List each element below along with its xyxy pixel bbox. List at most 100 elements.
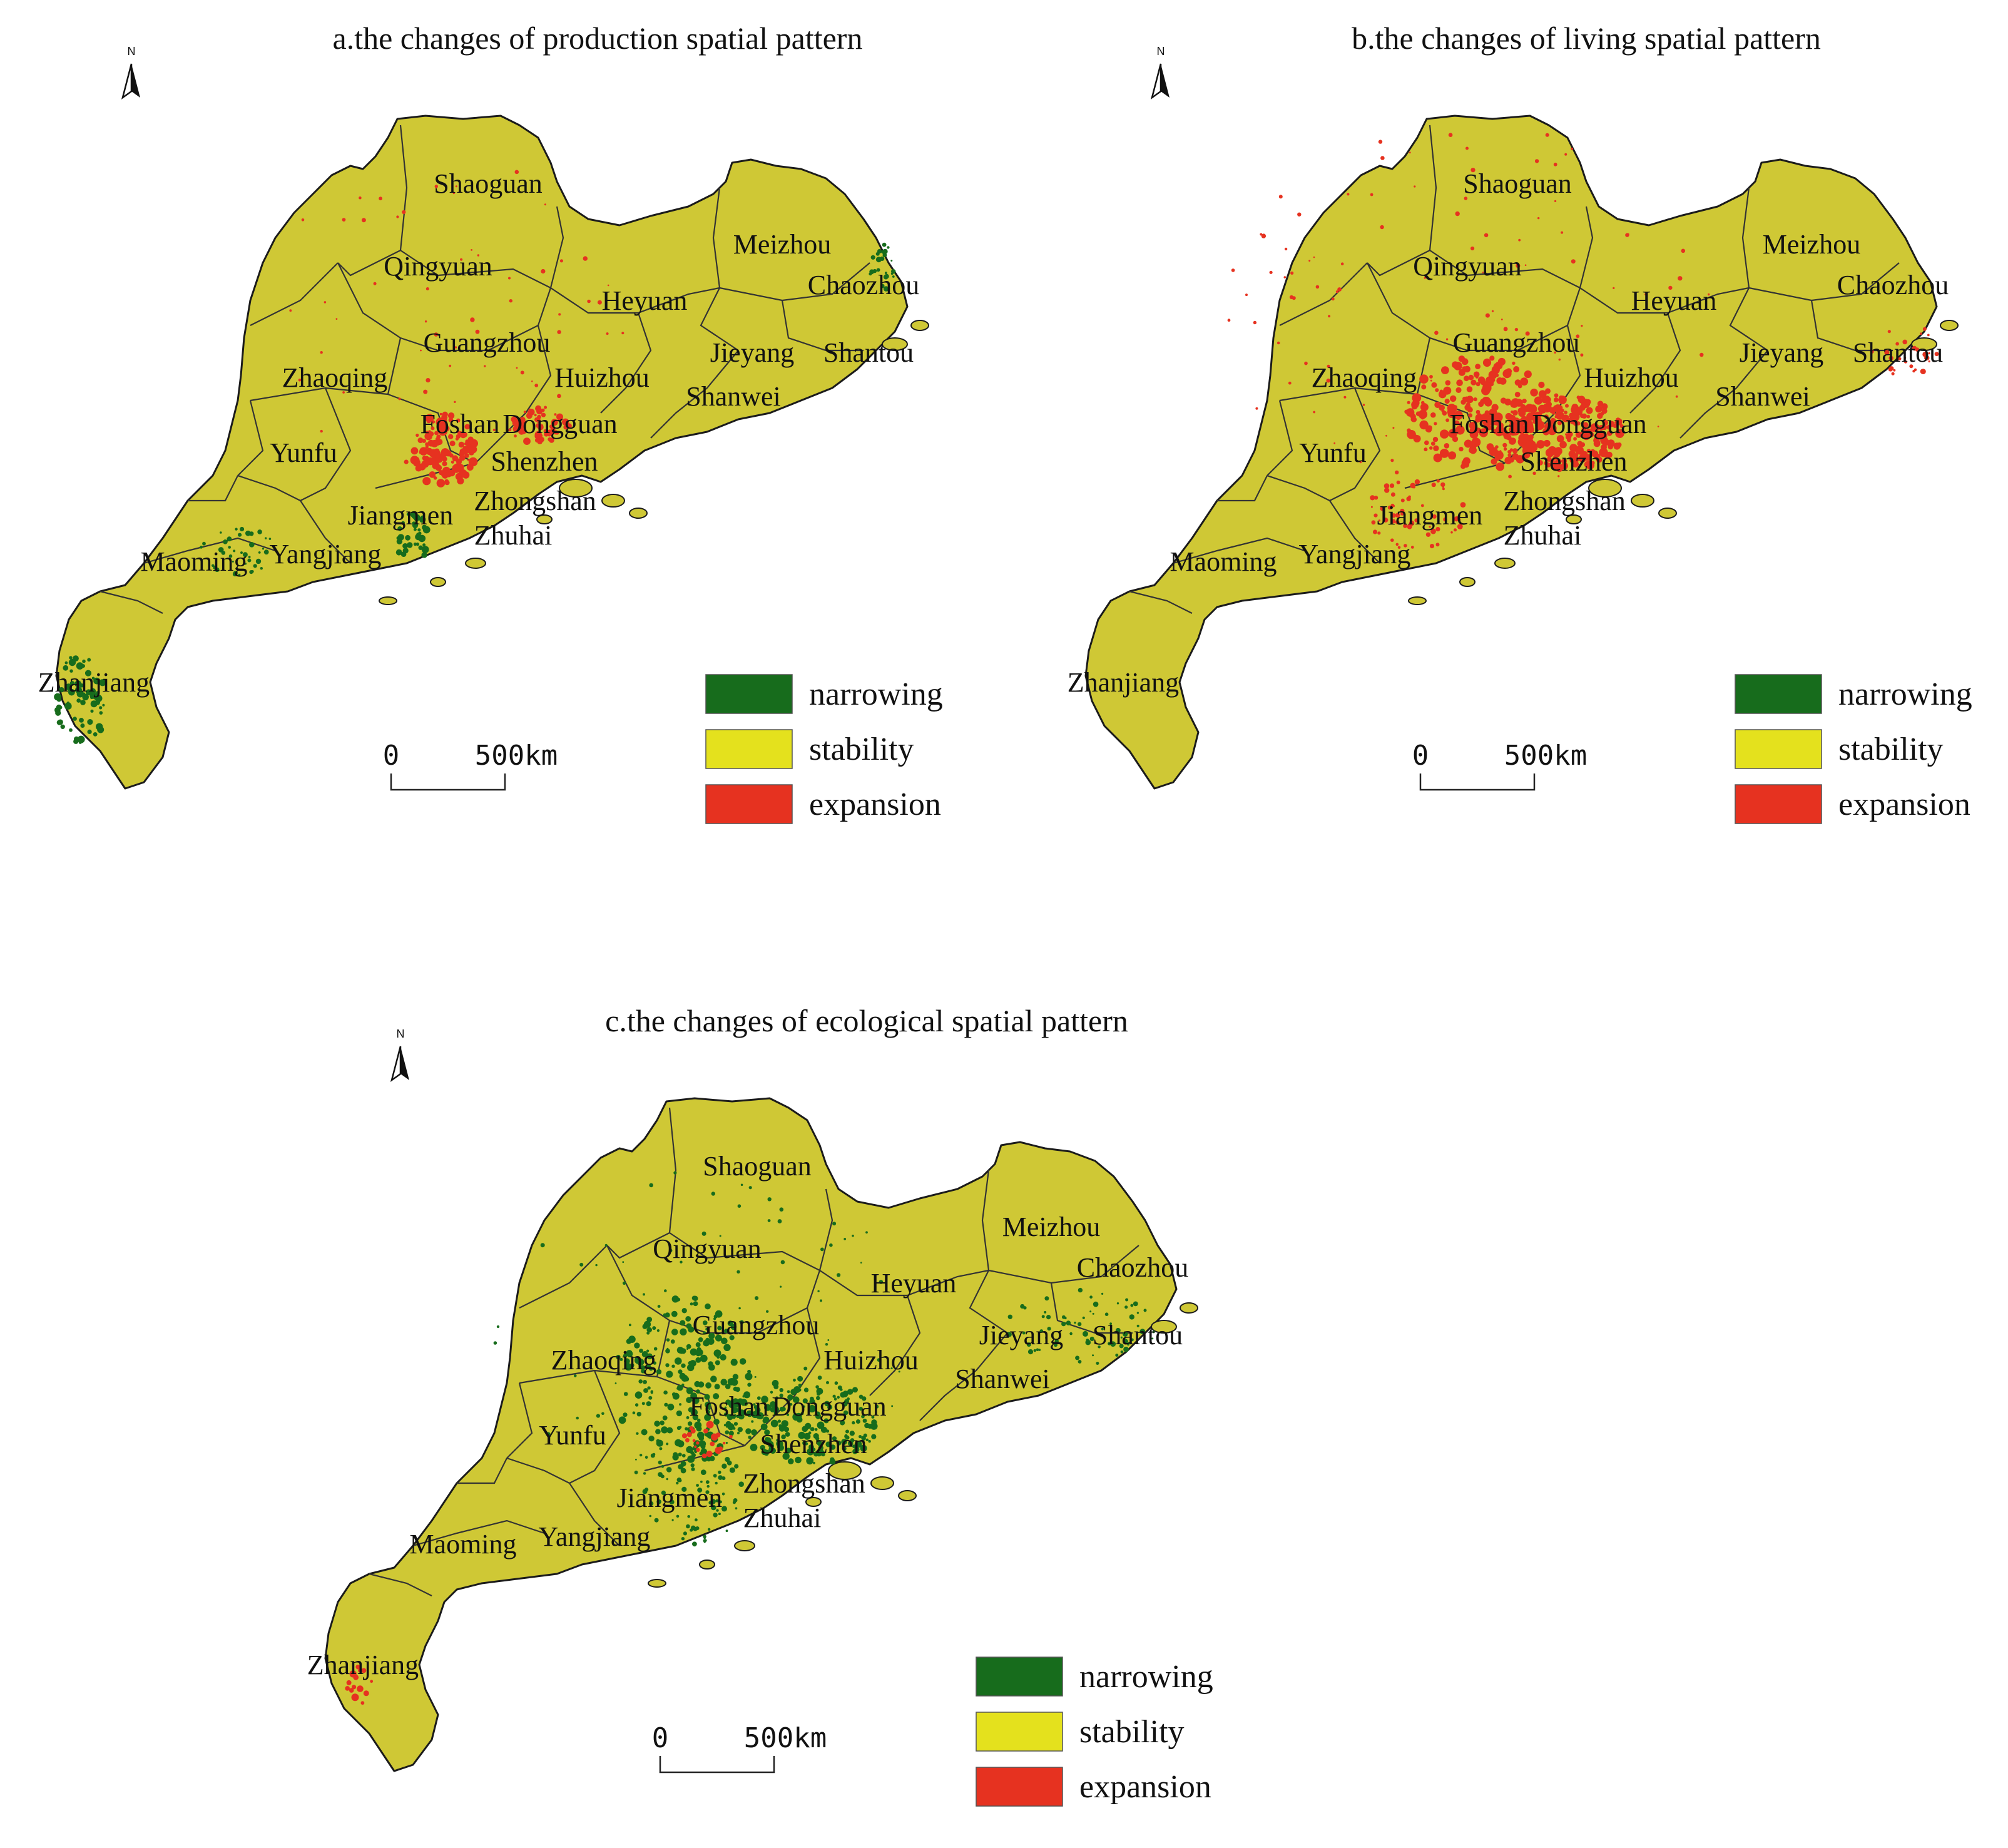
panel-title: a.the changes of production spatial patt… <box>333 21 863 56</box>
city-label-shenzhen: Shenzhen <box>1520 446 1627 477</box>
city-label-huizhou: Huizhou <box>1584 362 1679 393</box>
legend-swatch-narrowing <box>1735 674 1822 714</box>
city-label-shanwei: Shanwei <box>686 381 781 412</box>
legend: narrowing stability expansion <box>976 1657 1213 1807</box>
legend-label-stability: stability <box>1079 1714 1185 1750</box>
scale-bar-line <box>659 1756 775 1774</box>
legend-swatch-expansion <box>976 1767 1063 1807</box>
city-label-yangjiang: Yangjiang <box>539 1521 651 1552</box>
city-label-zhaoqing: Zhaoqing <box>1312 362 1417 393</box>
city-label-shantou: Shantou <box>1093 1320 1183 1350</box>
city-label-yunfu: Yunfu <box>539 1420 606 1451</box>
city-label-dongguan: Dongguan <box>772 1391 886 1422</box>
city-label-dongguan: Dongguan <box>1532 409 1646 439</box>
legend-label-expansion: expansion <box>809 787 941 822</box>
city-label-yunfu: Yunfu <box>270 437 337 468</box>
city-label-zhaoqing: Zhaoqing <box>282 362 388 393</box>
city-label-shantou: Shantou <box>1853 337 1943 368</box>
legend-label-expansion: expansion <box>1079 1769 1211 1805</box>
city-label-shenzhen: Shenzhen <box>491 446 598 477</box>
panel-production: a.the changes of production spatial patt… <box>54 21 930 790</box>
north-label: N <box>128 45 136 58</box>
city-label-shaoguan: Shaoguan <box>1463 168 1572 199</box>
legend-swatch-stability <box>1735 729 1822 769</box>
panel-ecological: c.the changes of ecological spatial patt… <box>324 1003 1199 1772</box>
map-ecological <box>324 1097 1199 1772</box>
legend: narrowing stability expansion <box>1735 674 1972 824</box>
city-label-chaozhou: Chaozhou <box>808 270 919 300</box>
city-label-jiangmen: Jiangmen <box>348 500 454 531</box>
north-arrow-icon: N <box>121 45 141 99</box>
legend-swatch-expansion <box>1735 784 1822 824</box>
scale-bar: 0 500km <box>383 740 558 791</box>
city-label-heyuan: Heyuan <box>871 1268 957 1299</box>
city-label-guangzhou: Guangzhou <box>424 327 551 358</box>
scale-start-label: 0 <box>652 1722 669 1754</box>
scale-end-label: 500km <box>1504 740 1587 772</box>
city-label-jieyang: Jieyang <box>710 337 794 368</box>
city-label-heyuan: Heyuan <box>602 285 688 316</box>
map-living <box>1084 115 1959 790</box>
legend-swatch-stability <box>976 1712 1063 1752</box>
city-label-zhuhai: Zhuhai <box>474 520 553 551</box>
city-label-heyuan: Heyuan <box>1631 285 1717 316</box>
city-label-qingyuan: Qingyuan <box>653 1233 762 1264</box>
city-label-chaozhou: Chaozhou <box>1837 270 1949 300</box>
city-label-zhongshan: Zhongshan <box>474 486 596 516</box>
scale-bar: 0 500km <box>652 1722 827 1774</box>
panel-title: b.the changes of living spatial pattern <box>1352 21 1821 56</box>
city-label-huizhou: Huizhou <box>823 1345 919 1376</box>
city-label-maoming: Maoming <box>1170 546 1277 577</box>
city-label-maoming: Maoming <box>140 546 247 577</box>
city-label-chaozhou: Chaozhou <box>1077 1252 1188 1283</box>
scale-end-label: 500km <box>475 740 558 772</box>
city-labels-panel-b: Shaoguan Qingyuan Meizhou Chaozhou Heyuan Gua… <box>1068 168 1949 698</box>
city-labels-panel-c: Shaoguan Qingyuan Meizhou Chaozhou Heyuan Gua… <box>307 1151 1188 1680</box>
city-label-huizhou: Huizhou <box>554 362 650 393</box>
scale-start-label: 0 <box>1412 740 1429 772</box>
city-label-zhongshan: Zhongshan <box>1503 486 1626 516</box>
city-label-yangjiang: Yangjiang <box>1299 539 1411 569</box>
city-label-yangjiang: Yangjiang <box>270 539 382 569</box>
legend-label-narrowing: narrowing <box>1838 676 1972 712</box>
scale-start-label: 0 <box>383 740 400 772</box>
panel-title: c.the changes of ecological spatial patt… <box>605 1003 1128 1038</box>
scale-bar-line <box>390 773 506 791</box>
city-label-zhanjiang: Zhanjiang <box>38 667 150 698</box>
city-label-jiangmen: Jiangmen <box>1377 500 1483 531</box>
city-label-foshan: Foshan <box>420 409 499 439</box>
north-arrow-icon: N <box>1151 45 1171 99</box>
scale-bar: 0 500km <box>1412 740 1587 791</box>
city-label-zhuhai: Zhuhai <box>1504 520 1582 551</box>
legend-swatch-narrowing <box>705 674 793 714</box>
north-label: N <box>397 1028 405 1040</box>
city-label-meizhou: Meizhou <box>733 229 831 260</box>
city-label-qingyuan: Qingyuan <box>384 251 492 282</box>
city-label-shaoguan: Shaoguan <box>434 168 543 199</box>
city-label-jiangmen: Jiangmen <box>617 1483 723 1513</box>
legend-swatch-expansion <box>705 784 793 824</box>
city-label-shanwei: Shanwei <box>955 1364 1050 1394</box>
city-label-zhongshan: Zhongshan <box>743 1468 865 1499</box>
city-label-shantou: Shantou <box>823 337 914 368</box>
city-label-zhuhai: Zhuhai <box>743 1503 822 1533</box>
city-label-shaoguan: Shaoguan <box>703 1151 812 1182</box>
city-label-shanwei: Shanwei <box>1715 381 1810 412</box>
scale-bar-line <box>1419 773 1536 791</box>
map-production <box>54 115 930 790</box>
city-label-foshan: Foshan <box>1449 409 1529 439</box>
legend-label-narrowing: narrowing <box>809 676 943 712</box>
city-label-dongguan: Dongguan <box>502 409 617 439</box>
city-labels-panel-a: Shaoguan Qingyuan Meizhou Chaozhou Heyuan Gua… <box>38 168 919 698</box>
scale-end-label: 500km <box>744 1722 827 1754</box>
city-label-maoming: Maoming <box>409 1529 516 1560</box>
legend-label-stability: stability <box>809 732 914 767</box>
legend-label-stability: stability <box>1838 732 1944 767</box>
city-label-jieyang: Jieyang <box>979 1320 1063 1350</box>
city-label-yunfu: Yunfu <box>1299 437 1367 468</box>
city-label-jieyang: Jieyang <box>1740 337 1823 368</box>
city-label-meizhou: Meizhou <box>1002 1212 1100 1242</box>
north-label: N <box>1157 45 1165 58</box>
city-label-zhanjiang: Zhanjiang <box>1068 667 1179 698</box>
